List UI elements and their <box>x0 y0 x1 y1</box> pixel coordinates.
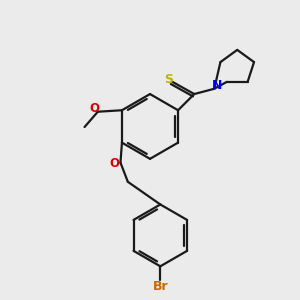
Text: Br: Br <box>152 280 168 292</box>
Text: N: N <box>212 79 222 92</box>
Text: O: O <box>110 157 120 170</box>
Text: O: O <box>89 102 99 115</box>
Text: S: S <box>164 73 173 86</box>
